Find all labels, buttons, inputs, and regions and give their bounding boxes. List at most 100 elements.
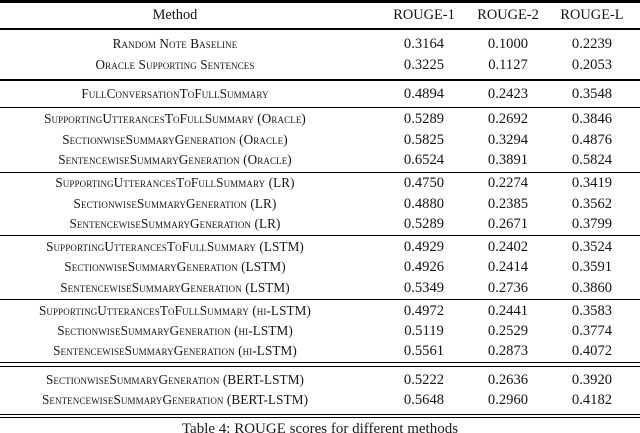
rougel-cell: 0.4072 xyxy=(571,343,613,360)
rouge2-cell: 0.3891 xyxy=(487,152,529,169)
method-cell: SupportingUtterancesToFullSummary (LSTM) xyxy=(46,239,304,254)
table-body: Random Note Baseline 0.3164 0.1000 0.223… xyxy=(0,30,640,414)
table-row: SectionwiseSummaryGeneration (LSTM) 0.49… xyxy=(0,257,640,277)
method-cell: SectionwiseSummaryGeneration (BERT-LSTM) xyxy=(45,371,305,387)
table-row: SectionwiseSummaryGeneration (LR) 0.4880… xyxy=(0,194,640,214)
method-cell: SentencewiseSummaryGeneration (Oracle) xyxy=(58,152,292,168)
table-row: SentencewiseSummaryGeneration (LSTM) 0.5… xyxy=(0,278,640,298)
rouge1-cell: 0.5289 xyxy=(403,111,445,128)
rouge1-cell: 0.5289 xyxy=(403,216,445,233)
table-group: FullConversationToFullSummary 0.4894 0.2… xyxy=(0,81,640,107)
rougel-cell: 0.3562 xyxy=(571,195,613,212)
method-cell: Oracle Supporting Sentences xyxy=(95,56,255,72)
rouge2-cell: 0.2441 xyxy=(487,302,529,319)
rougel-cell: 0.2053 xyxy=(571,56,613,73)
table-row: SentencewiseSummaryGeneration (Oracle) 0… xyxy=(0,150,640,170)
rouge2-cell: 0.2423 xyxy=(487,85,529,102)
rouge1-cell: 0.5561 xyxy=(403,343,445,360)
rougel-cell: 0.3524 xyxy=(571,239,613,255)
method-cell: SupportingUtterancesToFullSummary (hi-LS… xyxy=(39,302,311,318)
rougel-cell: 0.3860 xyxy=(571,279,613,296)
rougel-cell: 0.3583 xyxy=(571,302,613,319)
rouge2-cell: 0.2402 xyxy=(487,239,529,255)
table-row: SupportingUtterancesToFullSummary (hi-LS… xyxy=(0,301,640,321)
rougel-cell: 0.3591 xyxy=(571,259,613,276)
table-caption: Table 4: ROUGE scores for different meth… xyxy=(181,421,459,433)
rouge2-cell: 0.2636 xyxy=(487,371,529,388)
rouge2-cell: 0.2671 xyxy=(487,216,529,233)
rougel-cell: 0.3846 xyxy=(571,111,613,128)
table-group: Random Note Baseline 0.3164 0.1000 0.223… xyxy=(0,30,640,80)
column-header-method: Method xyxy=(152,6,198,23)
table-mid-rule xyxy=(0,234,640,237)
rouge1-cell: 0.4894 xyxy=(403,85,445,102)
method-cell: SupportingUtterancesToFullSummary (Oracl… xyxy=(44,111,306,127)
column-header-rouge2: ROUGE-2 xyxy=(477,6,539,23)
rouge1-cell: 0.5648 xyxy=(403,392,445,409)
column-header-rouge1: ROUGE-1 xyxy=(393,6,455,23)
table-group: SupportingUtterancesToFullSummary (Oracl… xyxy=(0,108,640,171)
rouge1-cell: 0.5825 xyxy=(403,131,445,148)
rouge2-cell: 0.2385 xyxy=(487,195,529,212)
rouge2-cell: 0.2274 xyxy=(487,175,529,192)
table-row: SupportingUtterancesToFullSummary (LSTM)… xyxy=(0,237,640,257)
rouge1-cell: 0.4750 xyxy=(403,175,445,192)
rouge2-cell: 0.2736 xyxy=(487,279,529,296)
table-mid-rule xyxy=(0,171,640,173)
table-row: SentencewiseSummaryGeneration (hi-LSTM) … xyxy=(0,341,640,361)
table-header-rule xyxy=(0,28,640,30)
rougel-cell: 0.3548 xyxy=(571,85,613,102)
table-row: SupportingUtterancesToFullSummary (LR) 0… xyxy=(0,173,640,193)
method-cell: SentencewiseSummaryGeneration (LSTM) xyxy=(60,279,290,295)
method-cell: SentencewiseSummaryGeneration (LR) xyxy=(69,216,281,232)
rouge2-cell: 0.2529 xyxy=(487,323,529,340)
rougel-cell: 0.4182 xyxy=(571,392,613,409)
rouge2-cell: 0.2873 xyxy=(487,343,529,360)
method-cell: FullConversationToFullSummary xyxy=(81,85,269,101)
method-cell: SectionwiseSummaryGeneration (Oracle) xyxy=(62,131,288,147)
table-row: SectionwiseSummaryGeneration (hi-LSTM) 0… xyxy=(0,321,640,341)
table-bottom-rule xyxy=(0,413,640,419)
method-cell: SupportingUtterancesToFullSummary (LR) xyxy=(55,175,295,191)
table-row: SentencewiseSummaryGeneration (BERT-LSTM… xyxy=(0,390,640,410)
table-row: SentencewiseSummaryGeneration (LR) 0.528… xyxy=(0,214,640,234)
method-cell: SentencewiseSummaryGeneration (BERT-LSTM… xyxy=(41,392,309,408)
table-row: SectionwiseSummaryGeneration (BERT-LSTM)… xyxy=(0,370,640,390)
rougel-cell: 0.5824 xyxy=(571,152,613,169)
method-cell: SectionwiseSummaryGeneration (LR) xyxy=(73,195,277,211)
table-row: SupportingUtterancesToFullSummary (Oracl… xyxy=(0,109,640,129)
rouge1-cell: 0.6524 xyxy=(403,152,445,169)
table-mid-rule xyxy=(0,298,640,300)
rouge2-cell: 0.2960 xyxy=(487,392,529,409)
table-row: SectionwiseSummaryGeneration (Oracle) 0.… xyxy=(0,130,640,150)
rougel-cell: 0.3799 xyxy=(571,216,613,233)
method-cell: SentencewiseSummaryGeneration (hi-LSTM) xyxy=(53,343,297,359)
table-header-row: Method ROUGE-1 ROUGE-2 ROUGE-L xyxy=(0,3,640,29)
table-double-rule xyxy=(0,362,640,367)
column-header-rougel: ROUGE-L xyxy=(560,6,624,23)
rouge2-cell: 0.2692 xyxy=(487,111,529,128)
rouge1-cell: 0.4929 xyxy=(403,239,445,255)
method-cell: SectionwiseSummaryGeneration (LSTM) xyxy=(64,259,286,275)
rouge1-cell: 0.4880 xyxy=(403,195,445,212)
rouge1-cell: 0.3225 xyxy=(403,56,445,73)
table-group: SupportingUtterancesToFullSummary (hi-LS… xyxy=(0,300,640,362)
table-group: SectionwiseSummaryGeneration (BERT-LSTM)… xyxy=(0,367,640,414)
rougel-cell: 0.3920 xyxy=(571,371,613,388)
table-mid-rule xyxy=(0,79,640,81)
table-group: SupportingUtterancesToFullSummary (LSTM)… xyxy=(0,236,640,298)
rougel-cell: 0.4876 xyxy=(571,131,613,148)
rougel-cell: 0.3774 xyxy=(571,323,613,340)
method-cell: SectionwiseSummaryGeneration (hi-LSTM) xyxy=(57,323,293,339)
rouge2-cell: 0.1000 xyxy=(487,36,529,53)
rougel-cell: 0.2239 xyxy=(571,36,613,53)
method-cell: Random Note Baseline xyxy=(112,36,238,52)
table-top-rule xyxy=(0,0,640,3)
rouge1-cell: 0.4972 xyxy=(403,302,445,319)
table-row: Oracle Supporting Sentences 0.3225 0.112… xyxy=(0,55,640,75)
rouge2-cell: 0.2414 xyxy=(487,259,529,276)
table-group: SupportingUtterancesToFullSummary (LR) 0… xyxy=(0,173,640,235)
rouge2-cell: 0.1127 xyxy=(488,56,528,73)
rougel-cell: 0.3419 xyxy=(571,175,613,192)
